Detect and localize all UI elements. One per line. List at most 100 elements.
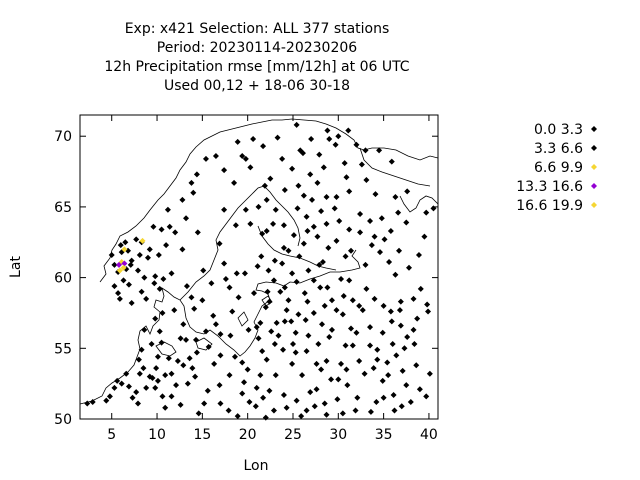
x-tick-label: 40 xyxy=(420,427,438,443)
station-point-series-0 xyxy=(289,270,296,277)
station-point-series-0 xyxy=(321,302,328,309)
station-point-series-0 xyxy=(356,302,363,309)
station-point-series-0 xyxy=(188,179,195,186)
station-point-series-0 xyxy=(247,220,254,227)
station-point-series-0 xyxy=(357,210,364,217)
station-point-series-0 xyxy=(374,346,381,353)
station-point-series-0 xyxy=(336,218,343,225)
station-point-series-0 xyxy=(255,335,262,342)
station-point-series-2 xyxy=(139,237,146,244)
station-point-series-1 xyxy=(116,295,123,302)
station-point-series-0 xyxy=(367,324,374,331)
station-point-series-0 xyxy=(257,319,264,326)
station-point-series-0 xyxy=(343,366,350,373)
station-point-series-0 xyxy=(135,400,142,407)
station-point-series-0 xyxy=(301,290,308,297)
station-point-series-0 xyxy=(231,353,238,360)
station-point-series-0 xyxy=(310,277,317,284)
station-point-series-0 xyxy=(417,285,424,292)
station-point-series-0 xyxy=(296,253,303,260)
station-point-series-0 xyxy=(374,356,381,363)
station-point-series-0 xyxy=(324,127,331,134)
title-line-2: Period: 20230114-20230206 xyxy=(157,40,357,56)
station-point-series-1 xyxy=(136,251,143,258)
station-point-series-0 xyxy=(268,328,275,335)
legend: 0.0 3.3 3.3 6.6 6.6 9.9 13.3 16.6 16.6 19.9 xyxy=(516,122,597,214)
station-point-series-0 xyxy=(146,246,153,253)
station-point-series-0 xyxy=(385,372,392,379)
station-point-series-0 xyxy=(392,271,399,278)
station-point-series-0 xyxy=(264,288,271,295)
station-point-series-0 xyxy=(423,393,430,400)
station-point-series-0 xyxy=(242,155,249,162)
station-point-series-0 xyxy=(115,290,122,297)
station-point-series-0 xyxy=(193,349,200,356)
station-point-series-0 xyxy=(138,288,145,295)
station-point-series-0 xyxy=(345,127,352,134)
station-point-series-0 xyxy=(259,230,266,237)
station-point-series-0 xyxy=(226,284,233,291)
station-point-series-0 xyxy=(317,284,324,291)
station-point-series-0 xyxy=(162,372,169,379)
station-point-series-0 xyxy=(367,342,374,349)
station-point-series-0 xyxy=(411,341,418,348)
station-point-series-0 xyxy=(423,209,430,216)
station-point-series-0 xyxy=(311,403,318,410)
station-point-series-0 xyxy=(252,403,259,410)
station-point-series-0 xyxy=(393,352,400,359)
station-point-series-0 xyxy=(233,270,240,277)
station-point-series-0 xyxy=(234,413,241,420)
station-point-series-0 xyxy=(331,205,338,212)
station-point-series-0 xyxy=(242,206,249,213)
station-point-series-0 xyxy=(410,295,417,302)
station-point-series-0 xyxy=(405,264,412,271)
axis-tick-labels: 5 10 15 20 25 30 35 40 50 55 60 65 70 xyxy=(54,129,438,443)
station-point-series-0 xyxy=(335,376,342,383)
station-point-series-0 xyxy=(189,365,196,372)
x-tick-label: 30 xyxy=(329,427,347,443)
station-point-series-0 xyxy=(295,311,302,318)
station-point-series-0 xyxy=(217,352,224,359)
station-point-series-0 xyxy=(414,315,421,322)
station-point-series-0 xyxy=(222,276,229,283)
station-point-series-0 xyxy=(332,141,339,148)
station-point-series-0 xyxy=(114,377,121,384)
station-point-series-0 xyxy=(359,307,366,314)
coastline xyxy=(79,118,439,405)
station-point-series-0 xyxy=(177,401,184,408)
station-point-series-0 xyxy=(289,360,296,367)
station-point-series-0 xyxy=(299,150,306,157)
station-point-series-0 xyxy=(154,353,161,360)
station-point-series-0 xyxy=(160,276,167,283)
station-point-series-0 xyxy=(143,384,150,391)
station-point-series-0 xyxy=(127,261,134,268)
station-point-series-0 xyxy=(319,259,326,266)
station-point-series-0 xyxy=(152,315,159,322)
station-point-series-0 xyxy=(314,179,321,186)
station-point-series-0 xyxy=(285,247,292,254)
station-point-series-0 xyxy=(321,400,328,407)
axis-ticks xyxy=(80,115,438,420)
station-point-series-0 xyxy=(304,298,311,305)
station-point-series-0 xyxy=(263,227,270,234)
station-point-series-0 xyxy=(386,259,393,266)
y-tick-label: 50 xyxy=(54,412,72,428)
station-point-series-0 xyxy=(363,285,370,292)
station-point-series-0 xyxy=(288,318,295,325)
station-point-series-0 xyxy=(401,345,408,352)
station-point-series-0 xyxy=(380,394,387,401)
title-line-3: 12h Precipitation rmse [mm/12h] at 06 UT… xyxy=(104,59,409,75)
station-point-series-0 xyxy=(270,277,277,284)
station-point-series-0 xyxy=(128,300,135,307)
station-point-series-0 xyxy=(416,386,423,393)
station-point-series-0 xyxy=(378,215,385,222)
station-point-series-0 xyxy=(338,276,345,283)
station-point-series-0 xyxy=(111,384,118,391)
station-point-series-0 xyxy=(190,189,197,196)
station-point-series-0 xyxy=(263,356,270,363)
station-point-series-0 xyxy=(229,308,236,315)
station-point-series-0 xyxy=(164,206,171,213)
legend-marker xyxy=(591,126,597,132)
station-point-series-0 xyxy=(334,396,341,403)
